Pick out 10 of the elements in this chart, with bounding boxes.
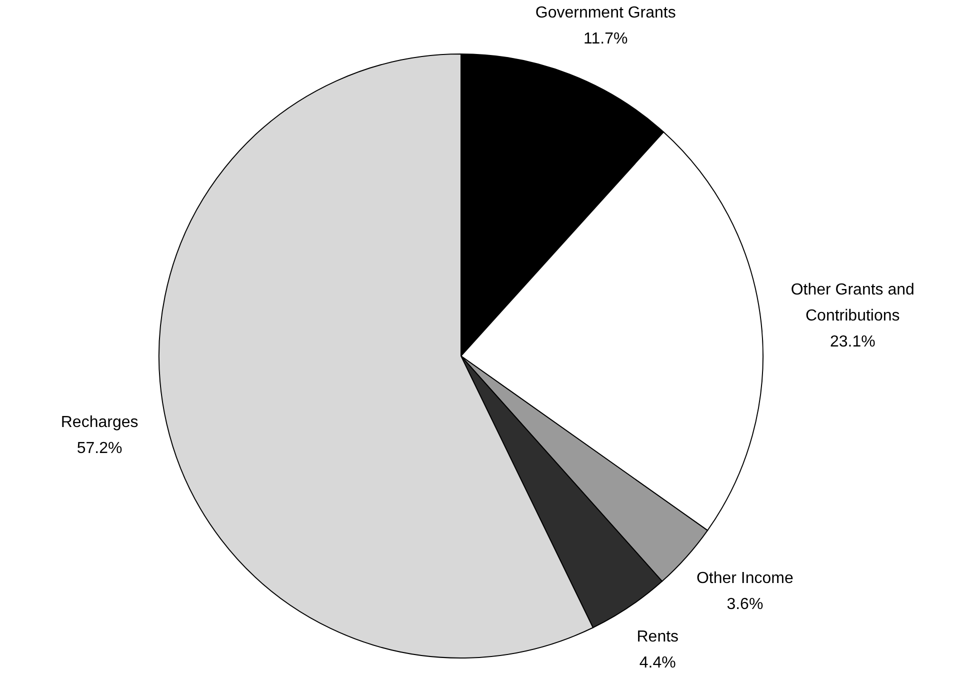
slice-label: Other Grants and Contributions <box>790 281 914 324</box>
data-label: 4.4% <box>639 654 676 672</box>
slice-label: Other Income <box>696 570 794 588</box>
slice-label: Recharges <box>60 414 138 431</box>
data-label: 3.6% <box>726 596 764 614</box>
data-label: 23.1% <box>830 333 876 350</box>
slice-label: Government Grants <box>535 4 676 22</box>
slice-label: Rents <box>636 628 679 646</box>
data-label: 57.2% <box>76 440 122 457</box>
data-label: 11.7% <box>584 30 628 48</box>
